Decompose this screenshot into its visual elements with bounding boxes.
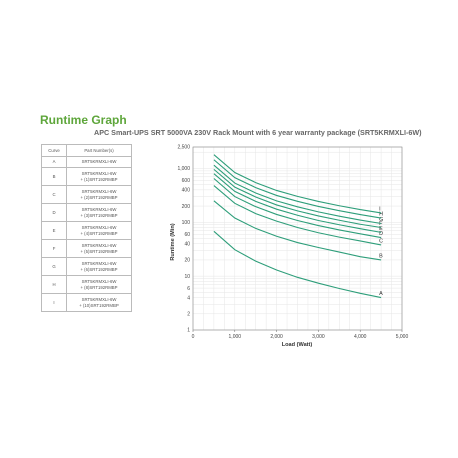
y-tick-label: 6 xyxy=(187,286,190,292)
legend-part-numbers: SRT5KRMXLI-6W + (1)SRT192RMBP xyxy=(66,167,132,186)
y-tick-label: 200 xyxy=(182,204,191,210)
y-tick-label: 400 xyxy=(182,188,191,194)
part-number-line: SRT5KRMXLI-6W xyxy=(81,207,117,213)
y-tick-label: 600 xyxy=(182,178,191,184)
chart-axes xyxy=(192,146,403,331)
part-number-line: SRT5KRMXLI-6W xyxy=(81,279,117,285)
y-tick-label: 20 xyxy=(184,258,190,264)
series-label-h: H xyxy=(379,212,383,218)
series-line-e xyxy=(213,173,382,233)
y-tick-label: 1 xyxy=(187,328,190,334)
series-line-h xyxy=(213,159,382,219)
legend-curve-letter: B xyxy=(41,167,67,186)
x-tick-label: 0 xyxy=(192,334,195,340)
legend-part-numbers: SRT5KRMXLI-6W + (3)SRT192RMBP xyxy=(66,203,132,222)
x-tick-label: 4,000 xyxy=(354,334,367,340)
legend-curve-letter: E xyxy=(41,221,67,240)
series-line-g xyxy=(213,164,382,225)
y-tick-label: 1,000 xyxy=(177,166,190,172)
legend-part-numbers: SRT5KRMXLI-6W xyxy=(66,156,132,168)
chart-ticks: 0 1,000 2,000 3,000 4,000 5,000 1 2 4 6 10 20 40 60 10… xyxy=(177,145,408,340)
chart-subtitle: APC Smart-UPS SRT 5000VA 230V Rack Mount… xyxy=(94,128,422,137)
curve-legend-table: Curve Part Number(s) A SRT5KRMXLI-6W B SRT5… xyxy=(41,144,132,312)
part-number-line: SRT5KRMXLI-6W xyxy=(81,159,117,165)
part-number-line: SRT5KRMXLI-6W xyxy=(81,225,117,231)
y-axis-label: Runtime (Min) xyxy=(170,223,176,260)
part-number-line: + (5)SRT192RMBP xyxy=(80,248,118,254)
legend-row: G SRT5KRMXLI-6W + (6)SRT192RMBP xyxy=(41,257,132,276)
legend-row: F SRT5KRMXLI-6W + (5)SRT192RMBP xyxy=(41,239,132,258)
legend-part-numbers: SRT5KRMXLI-6W + (6)SRT192RMBP xyxy=(66,257,132,276)
series-line-c xyxy=(213,185,382,246)
part-number-line: SRT5KRMXLI-6W xyxy=(81,261,117,267)
legend-part-numbers: SRT5KRMXLI-6W + (10)SRT192RMBP xyxy=(66,293,132,312)
part-number-line: SRT5KRMXLI-6W xyxy=(81,171,117,177)
x-tick-label: 2,000 xyxy=(270,334,283,340)
legend-row: I SRT5KRMXLI-6W + (10)SRT192RMBP xyxy=(41,293,132,312)
legend-curve-letter: D xyxy=(41,203,67,222)
part-number-line: + (8)SRT192RMBP xyxy=(80,284,118,290)
series-label-i: I xyxy=(379,206,381,212)
legend-curve-letter: I xyxy=(41,293,67,312)
legend-part-numbers: SRT5KRMXLI-6W + (2)SRT192RMBP xyxy=(66,185,132,204)
part-number-line: + (2)SRT192RMBP xyxy=(80,194,118,200)
series-label-b: B xyxy=(379,253,383,259)
legend-curve-letter: F xyxy=(41,239,67,258)
part-number-line: SRT5KRMXLI-6W xyxy=(81,189,117,195)
series-label-c: C xyxy=(379,238,383,244)
legend-part-numbers: SRT5KRMXLI-6W + (5)SRT192RMBP xyxy=(66,239,132,258)
part-number-line: + (4)SRT192RMBP xyxy=(80,230,118,236)
legend-row: C SRT5KRMXLI-6W + (2)SRT192RMBP xyxy=(41,185,132,204)
series-line-b xyxy=(213,200,382,261)
page-title: Runtime Graph xyxy=(40,113,127,127)
x-tick-label: 1,000 xyxy=(229,334,242,340)
series-label-e: E xyxy=(379,226,383,232)
part-number-line: SRT5KRMXLI-6W xyxy=(81,297,117,303)
legend-row: B SRT5KRMXLI-6W + (1)SRT192RMBP xyxy=(41,167,132,186)
y-tick-label: 2 xyxy=(187,311,190,317)
legend-row: D SRT5KRMXLI-6W + (3)SRT192RMBP xyxy=(41,203,132,222)
plot-frame xyxy=(192,146,403,331)
y-tick-label: 2,500 xyxy=(177,145,190,151)
legend-header-row: Curve Part Number(s) xyxy=(41,144,132,157)
legend-curve-letter: G xyxy=(41,257,67,276)
y-tick-label: 4 xyxy=(187,295,190,301)
x-axis-label: Load (Watt) xyxy=(282,342,313,348)
part-number-line: SRT5KRMXLI-6W xyxy=(81,243,117,249)
series-line-a xyxy=(213,230,382,299)
y-tick-label: 40 xyxy=(184,241,190,247)
part-number-line: + (10)SRT192RMBP xyxy=(79,302,119,308)
part-number-line: + (6)SRT192RMBP xyxy=(80,266,118,272)
part-number-line: + (3)SRT192RMBP xyxy=(80,212,118,218)
series-line-i xyxy=(213,154,382,214)
part-number-column-header: Part Number(s) xyxy=(66,144,132,157)
series-line-f xyxy=(213,168,382,229)
legend-curve-letter: A xyxy=(41,156,67,168)
legend-row: E SRT5KRMXLI-6W + (4)SRT192RMBP xyxy=(41,221,132,240)
legend-body: A SRT5KRMXLI-6W B SRT5KRMXLI-6W + (1)SRT192R… xyxy=(41,156,132,312)
series-label-a: A xyxy=(379,291,383,297)
legend-part-numbers: SRT5KRMXLI-6W + (8)SRT192RMBP xyxy=(66,275,132,294)
legend-curve-letter: H xyxy=(41,275,67,294)
part-number-line: + (1)SRT192RMBP xyxy=(80,176,118,182)
y-tick-label: 60 xyxy=(184,232,190,238)
series-label-f: F xyxy=(379,221,383,227)
series-line-d xyxy=(213,178,382,239)
legend-curve-letter: C xyxy=(41,185,67,204)
legend-row: A SRT5KRMXLI-6W xyxy=(41,156,132,168)
series-label-d: D xyxy=(379,231,383,237)
x-tick-label: 3,000 xyxy=(312,334,325,340)
y-tick-label: 100 xyxy=(182,220,191,226)
y-tick-label: 10 xyxy=(184,274,190,280)
legend-row: H SRT5KRMXLI-6W + (8)SRT192RMBP xyxy=(41,275,132,294)
curve-column-header: Curve xyxy=(41,144,67,157)
legend-part-numbers: SRT5KRMXLI-6W + (4)SRT192RMBP xyxy=(66,221,132,240)
series-label-g: G xyxy=(379,217,383,223)
x-tick-label: 5,000 xyxy=(396,334,409,340)
